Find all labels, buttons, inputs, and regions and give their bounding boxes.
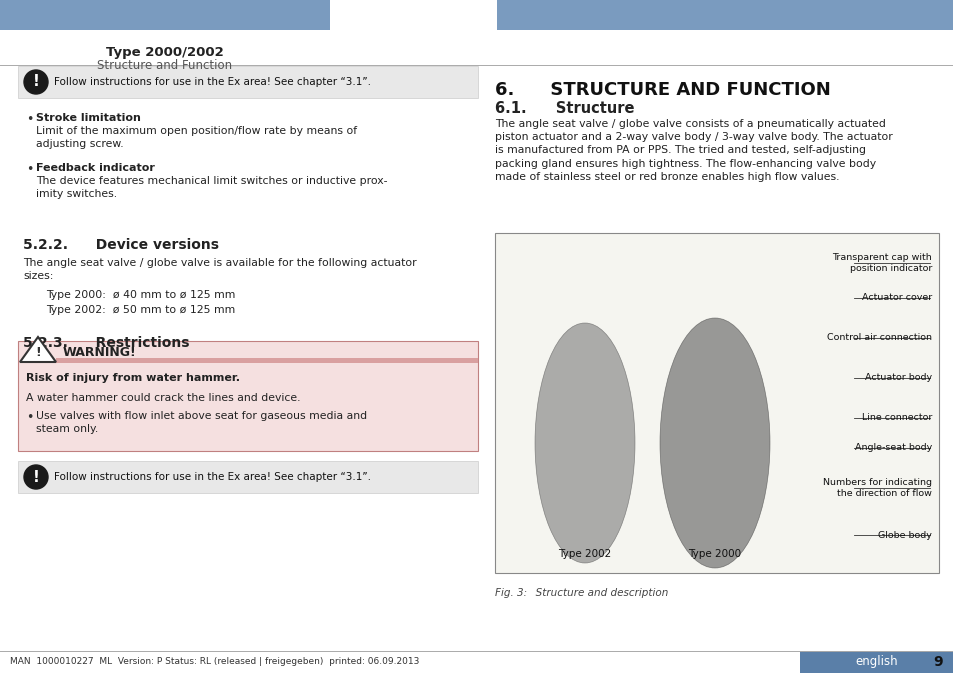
Text: Numbers for indicating
the direction of flow: Numbers for indicating the direction of …: [822, 478, 931, 498]
Circle shape: [24, 465, 48, 489]
Text: A water hammer could crack the lines and device.: A water hammer could crack the lines and…: [26, 393, 300, 403]
Text: Type 2002: Type 2002: [558, 549, 611, 559]
Ellipse shape: [535, 323, 635, 563]
Text: Globe body: Globe body: [877, 530, 931, 540]
Text: english: english: [855, 656, 898, 668]
Text: Stroke limitation: Stroke limitation: [36, 113, 141, 123]
Text: Angle-seat body: Angle-seat body: [854, 444, 931, 452]
FancyBboxPatch shape: [800, 651, 953, 673]
FancyBboxPatch shape: [0, 0, 330, 30]
Text: Type 2002:  ø 50 mm to ø 125 mm: Type 2002: ø 50 mm to ø 125 mm: [46, 305, 235, 315]
FancyBboxPatch shape: [18, 66, 477, 98]
Text: Follow instructions for use in the Ex area! See chapter “3.1”.: Follow instructions for use in the Ex ar…: [54, 77, 371, 87]
Text: 5.2.3.  Restrictions: 5.2.3. Restrictions: [23, 336, 190, 350]
Text: Transparent cap with
position indicator: Transparent cap with position indicator: [831, 253, 931, 273]
Text: Fig. 3:    Structure and description: Fig. 3: Structure and description: [495, 588, 668, 598]
Text: Type 2000:  ø 40 mm to ø 125 mm: Type 2000: ø 40 mm to ø 125 mm: [46, 290, 235, 300]
Text: !: !: [35, 347, 41, 359]
Text: Structure and Function: Structure and Function: [97, 59, 233, 72]
Text: •: •: [26, 163, 33, 176]
Text: WARNING!: WARNING!: [63, 347, 136, 359]
FancyBboxPatch shape: [18, 341, 477, 451]
FancyBboxPatch shape: [495, 233, 938, 573]
Text: The angle seat valve / globe valve is available for the following actuator
sizes: The angle seat valve / globe valve is av…: [23, 258, 416, 281]
Text: Actuator cover: Actuator cover: [861, 293, 931, 302]
Text: Limit of the maximum open position/flow rate by means of
adjusting screw.: Limit of the maximum open position/flow …: [36, 126, 356, 149]
Text: The angle seat valve / globe valve consists of a pneumatically actuated
piston a: The angle seat valve / globe valve consi…: [495, 119, 892, 182]
Text: •: •: [26, 113, 33, 126]
Text: The device features mechanical limit switches or inductive prox-
imity switches.: The device features mechanical limit swi…: [36, 176, 387, 199]
Text: !: !: [32, 75, 39, 90]
Text: Use valves with flow inlet above seat for gaseous media and
steam only.: Use valves with flow inlet above seat fo…: [36, 411, 367, 434]
Text: 6.1.  Structure: 6.1. Structure: [495, 101, 634, 116]
FancyBboxPatch shape: [56, 358, 477, 363]
Text: Type 2000: Type 2000: [688, 549, 740, 559]
Circle shape: [24, 70, 48, 94]
Text: Line connector: Line connector: [861, 413, 931, 423]
FancyBboxPatch shape: [497, 0, 953, 30]
Text: 5.2.2.  Device versions: 5.2.2. Device versions: [23, 238, 219, 252]
Text: 9: 9: [932, 655, 942, 669]
FancyBboxPatch shape: [18, 461, 477, 493]
Text: Control air connection: Control air connection: [826, 334, 931, 343]
Text: Type 2000/2002: Type 2000/2002: [106, 46, 224, 59]
Text: Risk of injury from water hammer.: Risk of injury from water hammer.: [26, 373, 240, 383]
Text: Actuator body: Actuator body: [864, 374, 931, 382]
Text: MAN  1000010227  ML  Version: P Status: RL (released | freigegeben)  printed: 06: MAN 1000010227 ML Version: P Status: RL …: [10, 658, 419, 666]
Polygon shape: [20, 337, 56, 362]
Text: !: !: [32, 470, 39, 485]
Text: 6.  STRUCTURE AND FUNCTION: 6. STRUCTURE AND FUNCTION: [495, 81, 830, 99]
Text: Follow instructions for use in the Ex area! See chapter “3.1”.: Follow instructions for use in the Ex ar…: [54, 472, 371, 482]
Text: •: •: [26, 411, 33, 424]
Text: Feedback indicator: Feedback indicator: [36, 163, 154, 173]
Ellipse shape: [659, 318, 769, 568]
